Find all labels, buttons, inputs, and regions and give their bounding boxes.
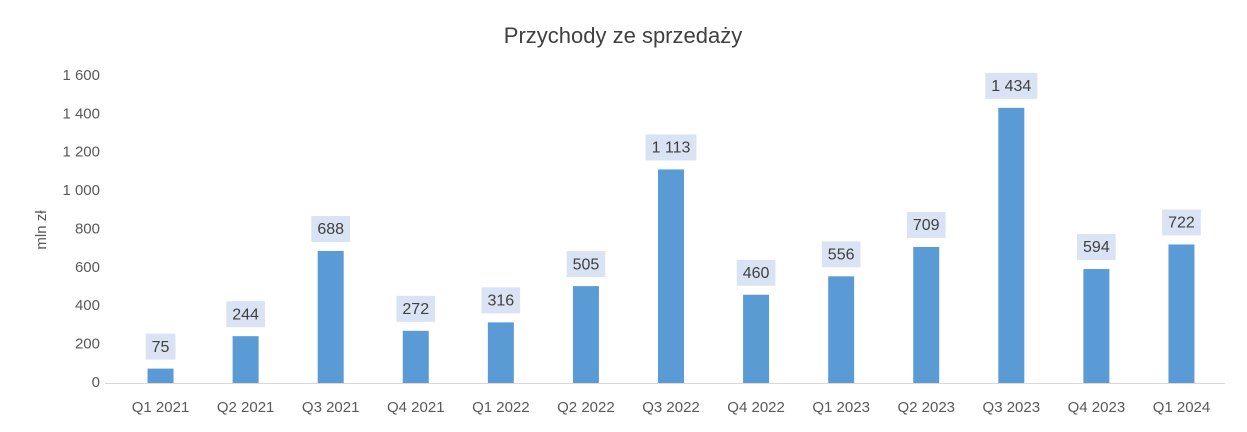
y-tick-label: 200 — [75, 336, 100, 353]
bar — [487, 322, 514, 383]
y-tick-label: 400 — [75, 297, 100, 314]
value-label: 75 — [152, 339, 170, 356]
y-tick-label: 1 400 — [62, 105, 100, 122]
value-label-box — [396, 295, 436, 322]
value-label-box — [481, 287, 521, 314]
y-tick-label: 800 — [75, 220, 100, 237]
bar — [1083, 269, 1110, 383]
bar — [913, 246, 940, 383]
value-label: 1 113 — [652, 140, 691, 157]
value-label-box — [821, 241, 861, 268]
x-tick-label: Q1 2024 — [1153, 399, 1211, 416]
bar — [232, 336, 259, 383]
y-axis-title: mln zł — [33, 210, 50, 250]
x-tick-label: Q1 2023 — [812, 399, 870, 416]
bar — [743, 294, 770, 383]
x-tick-label: Q1 2022 — [472, 399, 530, 416]
bar — [572, 286, 599, 383]
value-label-box — [736, 259, 776, 286]
value-label: 688 — [317, 221, 344, 238]
y-tick-label: 1 000 — [62, 182, 100, 199]
value-label: 722 — [1168, 215, 1195, 232]
bar — [998, 107, 1025, 383]
value-label: 709 — [913, 217, 940, 234]
bar — [147, 368, 174, 383]
value-label: 556 — [828, 247, 855, 264]
x-tick-label: Q2 2023 — [897, 399, 955, 416]
value-label: 244 — [232, 306, 259, 323]
value-label-box — [1077, 234, 1116, 261]
value-label-box — [906, 211, 946, 238]
bar — [828, 276, 855, 383]
x-tick-label: Q4 2023 — [1068, 399, 1126, 416]
y-tick-label: 1 600 — [62, 67, 100, 84]
value-label-box — [145, 333, 176, 360]
value-label: 272 — [402, 301, 429, 318]
value-label-box — [226, 301, 265, 328]
value-label: 316 — [487, 293, 514, 310]
value-label: 594 — [1083, 239, 1110, 256]
value-label-box — [985, 72, 1038, 99]
bar — [402, 330, 429, 383]
x-tick-label: Q3 2022 — [642, 399, 700, 416]
value-label-box — [311, 215, 351, 242]
x-tick-label: Q3 2023 — [983, 399, 1041, 416]
x-tick-label: Q4 2022 — [727, 399, 785, 416]
value-label-box — [1162, 209, 1201, 236]
value-label-box — [645, 134, 697, 161]
x-tick-label: Q2 2022 — [557, 399, 615, 416]
y-tick-label: 1 200 — [62, 144, 100, 161]
value-label: 460 — [743, 265, 770, 282]
value-label: 1 434 — [991, 78, 1031, 95]
x-tick-label: Q1 2021 — [132, 399, 190, 416]
chart-title: Przychody ze sprzedaży — [504, 23, 742, 48]
bar — [317, 250, 344, 383]
value-label: 505 — [573, 256, 600, 273]
x-tick-label: Q2 2021 — [217, 399, 275, 416]
bar — [658, 169, 684, 383]
y-tick-label: 600 — [75, 259, 100, 276]
y-tick-label: 0 — [92, 374, 100, 391]
value-label-box — [566, 251, 606, 278]
bar — [1168, 244, 1195, 383]
x-tick-label: Q4 2021 — [387, 399, 445, 416]
x-tick-label: Q3 2021 — [302, 399, 360, 416]
